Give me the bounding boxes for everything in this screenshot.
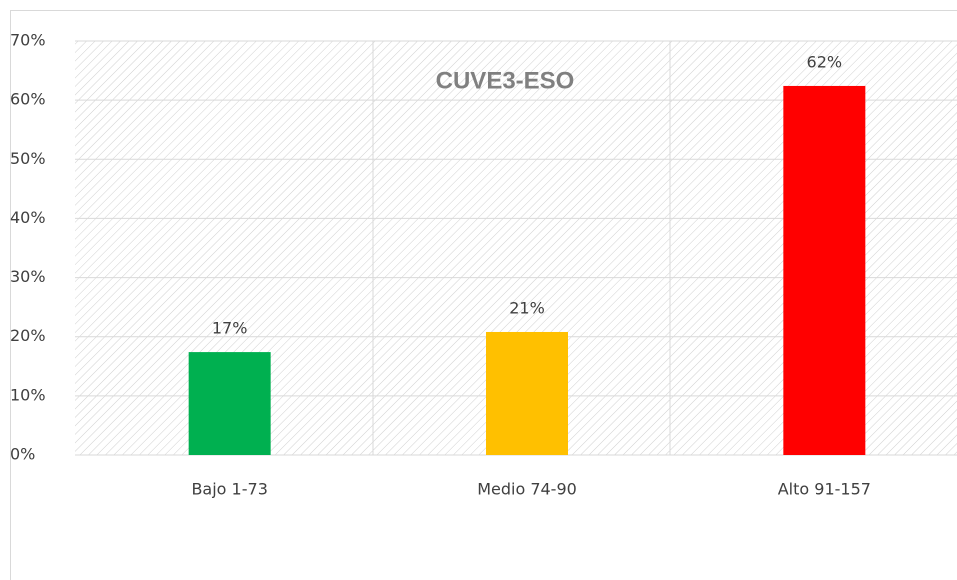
- x-tick-label: Alto 91-157: [778, 480, 871, 499]
- y-tick-label: 10%: [10, 385, 46, 404]
- data-label: 17%: [212, 319, 248, 338]
- x-tick-label: Bajo 1-73: [191, 480, 267, 499]
- y-tick-label: 60%: [10, 90, 46, 109]
- bar: [783, 85, 866, 455]
- bar: [188, 352, 271, 455]
- x-tick-label: Medio 74-90: [477, 480, 577, 499]
- y-tick-label: 30%: [10, 267, 46, 286]
- y-tick-label: 20%: [10, 326, 46, 345]
- y-tick-label: 0%: [10, 445, 35, 464]
- y-tick-label: 70%: [10, 31, 46, 50]
- data-label: 21%: [509, 298, 545, 317]
- bar: [486, 331, 568, 455]
- data-label: 62%: [807, 52, 843, 71]
- chart-title: CUVE3-ESO: [436, 67, 575, 94]
- y-tick-label: 50%: [10, 149, 46, 168]
- y-tick-label: 40%: [10, 208, 46, 227]
